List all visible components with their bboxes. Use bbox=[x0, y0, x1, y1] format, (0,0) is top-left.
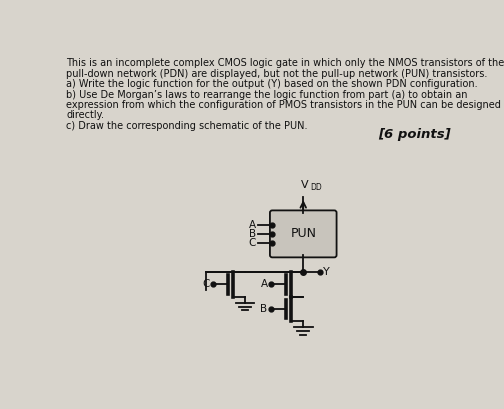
Text: DD: DD bbox=[310, 183, 322, 192]
Text: C: C bbox=[202, 279, 210, 289]
Text: a) Write the logic function for the output (Y) based on the shown PDN configurat: a) Write the logic function for the outp… bbox=[66, 79, 478, 89]
Text: c) Draw the corresponding schematic of the PUN.: c) Draw the corresponding schematic of t… bbox=[66, 121, 307, 131]
Text: V: V bbox=[301, 180, 308, 190]
Text: directly.: directly. bbox=[66, 110, 104, 120]
Text: B: B bbox=[249, 229, 256, 239]
FancyBboxPatch shape bbox=[270, 210, 337, 257]
Text: A: A bbox=[261, 279, 268, 289]
Text: PUN: PUN bbox=[290, 227, 316, 240]
Text: B: B bbox=[261, 304, 268, 314]
Text: pull-down network (PDN) are displayed, but not the pull-up network (PUN) transis: pull-down network (PDN) are displayed, b… bbox=[66, 69, 487, 79]
Text: C: C bbox=[248, 238, 256, 248]
Text: b) Use De Morgan’s laws to rearrange the logic function from part (a) to obtain : b) Use De Morgan’s laws to rearrange the… bbox=[66, 90, 468, 99]
Text: [6 points]: [6 points] bbox=[378, 128, 451, 141]
Text: This is an incomplete complex CMOS logic gate in which only the NMOS transistors: This is an incomplete complex CMOS logic… bbox=[66, 58, 504, 68]
Text: expression from which the configuration of PMOS transistors in the PUN can be de: expression from which the configuration … bbox=[66, 100, 501, 110]
Text: Y: Y bbox=[324, 267, 330, 277]
Text: A: A bbox=[249, 220, 256, 229]
